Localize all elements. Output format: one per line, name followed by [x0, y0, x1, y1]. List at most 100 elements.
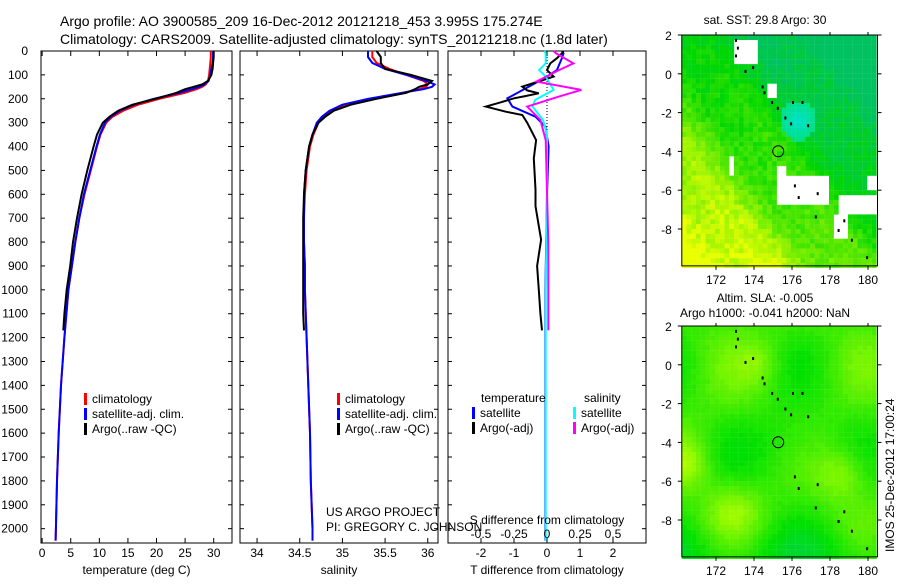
grid-cell: [824, 495, 830, 501]
grid-cell: [738, 466, 744, 472]
grid-cell: [829, 413, 834, 419]
grid-cell: [738, 78, 744, 84]
grid-cell: [753, 471, 758, 477]
grid-cell: [700, 529, 706, 535]
grid-cell: [757, 219, 763, 225]
grid-cell: [829, 35, 834, 40]
grid-cell: [686, 136, 692, 142]
grid-cell: [848, 258, 853, 264]
grid-cell: [805, 326, 811, 331]
grid-cell: [767, 471, 773, 477]
grid-cell: [767, 214, 773, 220]
grid-cell: [734, 243, 739, 249]
grid-cell: [871, 112, 877, 118]
grid-cell: [843, 432, 849, 438]
grid-cell: [805, 64, 811, 70]
grid-cell: [691, 544, 697, 550]
grid-cell: [719, 127, 725, 133]
grid-cell: [705, 39, 711, 45]
grid-cell: [800, 78, 806, 84]
grid-cell: [795, 452, 801, 458]
grid-cell: [719, 355, 725, 361]
grid-cell: [843, 442, 849, 448]
grid-cell: [719, 122, 725, 128]
grid-cell: [824, 393, 830, 399]
coastline-mark: [735, 54, 737, 58]
grid-cell: [743, 423, 749, 428]
grid-cell: [852, 442, 858, 448]
grid-cell: [700, 374, 706, 380]
grid-cell: [781, 432, 787, 438]
grid-cell: [753, 224, 758, 230]
grid-cell: [776, 161, 782, 167]
grid-cell: [729, 258, 735, 264]
grid-cell: [700, 132, 706, 137]
grid-cell: [867, 214, 872, 220]
grid-cell: [724, 364, 730, 370]
grid-cell: [719, 102, 725, 108]
grid-cell: [829, 408, 834, 414]
grid-cell: [767, 437, 773, 443]
grid-cell: [738, 456, 744, 462]
grid-cell: [871, 44, 877, 50]
grid-cell: [772, 384, 777, 390]
grid-cell: [686, 534, 692, 540]
grid-cell: [819, 534, 825, 540]
grid-cell: [871, 534, 877, 540]
grid-cell: [800, 68, 806, 74]
grid-cell: [857, 374, 863, 380]
grid-cell: [762, 224, 768, 230]
grid-cell: [786, 68, 792, 74]
grid-cell: [719, 175, 725, 181]
grid-cell: [833, 486, 839, 491]
grid-cell: [867, 466, 872, 472]
grid-cell: [719, 132, 725, 137]
grid-cell: [719, 83, 725, 89]
grid-cell: [772, 432, 777, 438]
grid-cell: [729, 59, 735, 65]
grid-cell: [781, 326, 787, 331]
grid-cell: [814, 112, 820, 118]
grid-cell: [867, 515, 872, 521]
grid-cell: [710, 83, 716, 89]
grid-cell: [710, 170, 716, 176]
grid-cell: [848, 238, 853, 244]
grid-cell: [772, 224, 777, 230]
grid-cell: [810, 544, 815, 550]
grid-cell: [743, 330, 749, 336]
grid-cell: [686, 219, 692, 225]
grid-cell: [757, 418, 763, 424]
grid-cell: [753, 146, 758, 152]
grid-cell: [753, 68, 758, 74]
grid-cell: [814, 495, 820, 501]
grid-cell: [700, 141, 706, 147]
grid-cell: [757, 505, 763, 511]
lon-tick-label: 178: [820, 273, 840, 287]
grid-cell: [824, 73, 830, 79]
grid-cell: [843, 248, 849, 254]
grid-cell: [862, 442, 868, 448]
grid-cell: [724, 185, 730, 191]
grid-cell: [838, 490, 844, 496]
coastline-mark: [866, 256, 869, 260]
grid-cell: [681, 107, 687, 113]
grid-cell: [848, 393, 853, 399]
coastline-mark: [744, 69, 747, 73]
grid-cell: [833, 64, 839, 70]
grid-cell: [705, 88, 711, 94]
grid-cell: [762, 486, 768, 491]
grid-cell: [814, 127, 820, 133]
grid-cell: [833, 495, 839, 501]
grid-cell: [848, 500, 853, 506]
x-tick-label: 34: [250, 546, 264, 560]
grid-cell: [824, 102, 830, 108]
grid-cell: [776, 248, 782, 254]
grid-cell: [838, 452, 844, 458]
grid-cell: [857, 355, 863, 361]
grid-cell: [719, 146, 725, 152]
grid-cell: [681, 64, 687, 70]
grid-cell: [700, 233, 706, 239]
grid-cell: [772, 505, 777, 511]
grid-cell: [791, 481, 796, 487]
lon-tick-label: 176: [782, 273, 802, 287]
